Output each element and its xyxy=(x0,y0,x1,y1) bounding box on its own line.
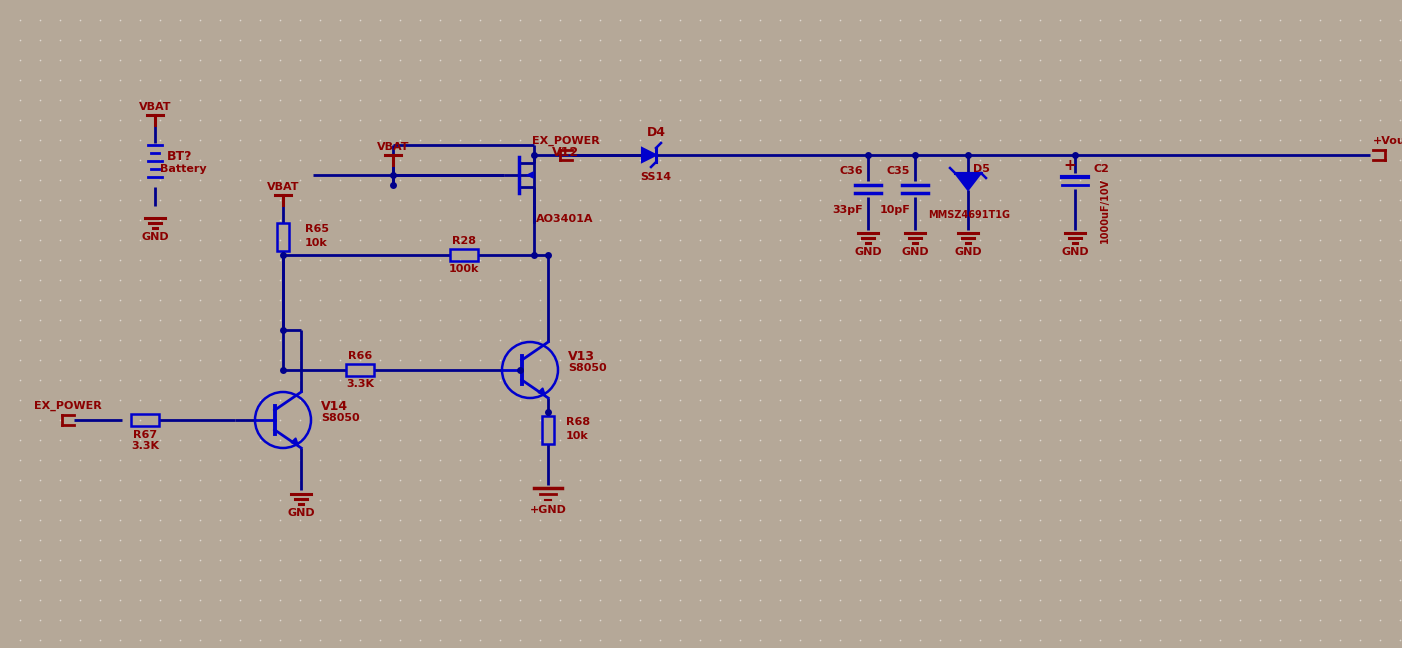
Text: V12: V12 xyxy=(552,146,579,159)
Text: C2: C2 xyxy=(1094,164,1109,174)
Bar xyxy=(543,416,554,444)
Text: VBAT: VBAT xyxy=(266,182,299,192)
Text: AO3401A: AO3401A xyxy=(536,214,593,224)
Text: R66: R66 xyxy=(348,351,372,361)
Text: GND: GND xyxy=(142,232,168,242)
Polygon shape xyxy=(642,148,656,162)
Text: 10k: 10k xyxy=(306,238,328,248)
Text: Battery: Battery xyxy=(160,164,206,174)
Text: C35: C35 xyxy=(886,166,910,176)
Text: GND: GND xyxy=(901,247,928,257)
Text: R65: R65 xyxy=(306,224,329,234)
Text: VBAT: VBAT xyxy=(377,142,409,152)
Text: +GND: +GND xyxy=(530,505,566,515)
Text: VBAT: VBAT xyxy=(139,102,171,112)
Text: V13: V13 xyxy=(568,349,594,362)
Bar xyxy=(450,249,478,261)
Text: 100k: 100k xyxy=(449,264,479,274)
Text: BT?: BT? xyxy=(167,150,192,163)
Text: S8050: S8050 xyxy=(321,413,360,423)
Text: R28: R28 xyxy=(451,236,477,246)
Text: 10pF: 10pF xyxy=(879,205,910,215)
Text: C36: C36 xyxy=(840,166,864,176)
Text: D4: D4 xyxy=(646,126,666,139)
Text: GND: GND xyxy=(287,508,315,518)
Text: 3.3K: 3.3K xyxy=(130,441,158,451)
Text: MMSZ4691T1G: MMSZ4691T1G xyxy=(928,210,1009,220)
Text: S8050: S8050 xyxy=(568,363,607,373)
Text: R68: R68 xyxy=(566,417,590,427)
Text: +: + xyxy=(1064,157,1077,172)
Text: 1000uF/10V: 1000uF/10V xyxy=(1101,178,1110,242)
Bar xyxy=(130,414,158,426)
Text: SS14: SS14 xyxy=(641,172,672,182)
Text: V14: V14 xyxy=(321,400,348,413)
Text: +Vout: +Vout xyxy=(1373,136,1402,146)
Text: 33pF: 33pF xyxy=(833,205,864,215)
Text: EX_POWER: EX_POWER xyxy=(533,136,600,146)
Text: R67: R67 xyxy=(133,430,157,440)
Text: GND: GND xyxy=(854,247,882,257)
Bar xyxy=(346,364,374,376)
Text: EX_POWER: EX_POWER xyxy=(34,401,102,411)
Text: GND: GND xyxy=(1061,247,1089,257)
Bar xyxy=(278,223,289,251)
Text: 10k: 10k xyxy=(566,431,589,441)
Polygon shape xyxy=(955,173,981,190)
Text: GND: GND xyxy=(955,247,981,257)
Text: D5: D5 xyxy=(973,164,990,174)
Text: 3.3K: 3.3K xyxy=(346,379,374,389)
